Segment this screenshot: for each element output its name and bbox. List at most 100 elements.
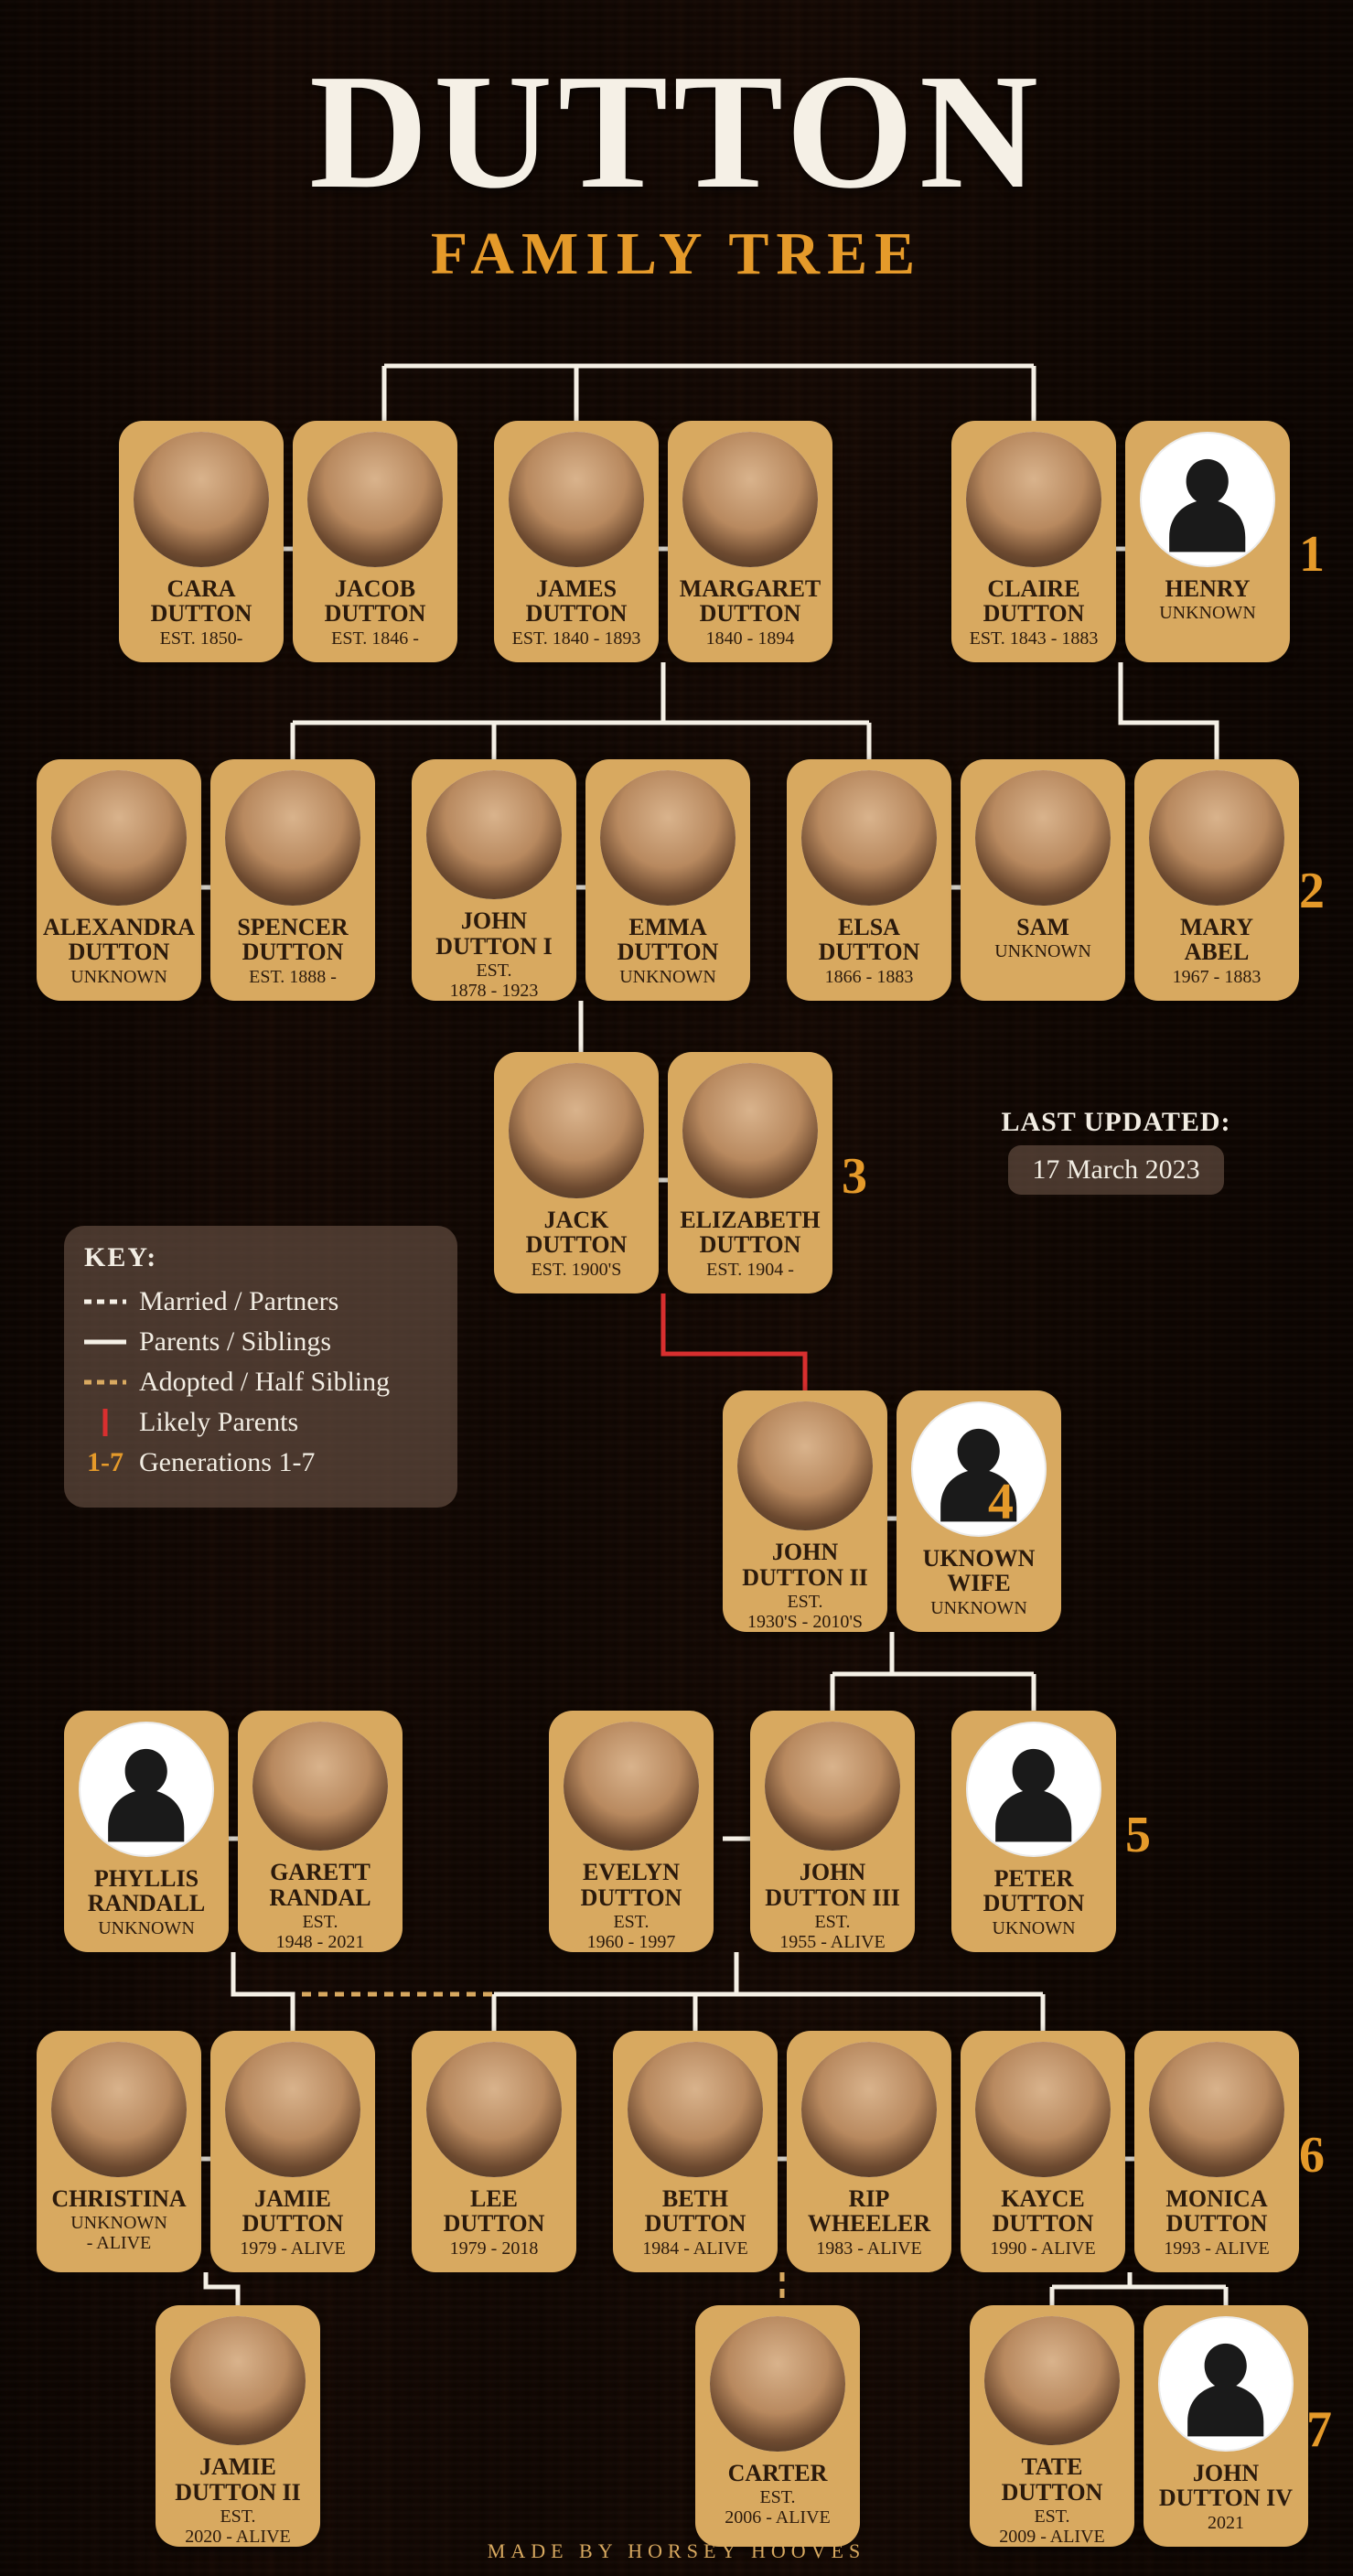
person-name: ELIZABETHDUTTON <box>674 1208 825 1258</box>
legend-swatch: 1-7 <box>84 1447 126 1478</box>
person-name: SPENCERDUTTON <box>231 915 353 965</box>
person-name: JOHNDUTTON II <box>736 1540 874 1590</box>
portrait <box>564 1722 699 1851</box>
person-card-carter: CARTEREST.2006 - ALIVE <box>695 2305 860 2547</box>
person-name: EVELYNDUTTON <box>575 1860 688 1910</box>
person-card-john4: JOHNDUTTON IV2021 <box>1144 2305 1308 2547</box>
portrait <box>975 2042 1111 2177</box>
person-dates: EST. 1843 - 1883 <box>964 627 1104 649</box>
person-name: UKNOWNWIFE <box>918 1546 1041 1596</box>
portrait <box>710 2316 845 2452</box>
person-name: CARTER <box>723 2461 833 2485</box>
generation-label-5: 5 <box>1125 1806 1151 1864</box>
portrait <box>170 2316 306 2445</box>
legend-swatch <box>84 1409 126 1436</box>
person-dates: 1979 - 2018 <box>445 2237 544 2259</box>
person-card-beth: BETHDUTTON1984 - ALIVE <box>613 2031 778 2272</box>
person-card-rip: RIPWHEELER1983 - ALIVE <box>787 2031 951 2272</box>
person-name: PHYLLISRANDALL <box>82 1866 211 1916</box>
person-name: HENRY <box>1160 576 1256 601</box>
person-name: TATEDUTTON <box>996 2454 1109 2505</box>
portrait <box>1158 2316 1294 2452</box>
portrait <box>79 1722 214 1857</box>
portrait <box>966 432 1101 567</box>
person-card-emma: EMMADUTTONUNKNOWN <box>585 759 750 1001</box>
generation-label-4: 4 <box>988 1473 1014 1531</box>
portrait <box>225 770 360 906</box>
legend-swatch <box>84 1299 126 1304</box>
portrait <box>737 1401 873 1530</box>
person-dates: EST.1878 - 1923 <box>445 959 544 1001</box>
person-dates: EST. 1846 - <box>326 627 424 649</box>
portrait <box>975 770 1111 906</box>
person-dates: 1990 - ALIVE <box>984 2237 1101 2259</box>
portrait <box>1149 770 1284 906</box>
portrait <box>134 432 269 567</box>
person-name: CLAIREDUTTON <box>978 576 1090 627</box>
person-card-cara: CARADUTTONEST. 1850- <box>119 421 284 662</box>
legend-swatch <box>84 1339 126 1345</box>
portrait <box>509 432 644 567</box>
person-dates: UKNOWN <box>986 1916 1080 1938</box>
legend-row: 1-7Generations 1-7 <box>84 1447 437 1478</box>
person-card-john2: JOHNDUTTON IIEST.1930'S - 2010'S <box>723 1390 887 1632</box>
person-dates: EST.2006 - ALIVE <box>719 2485 836 2528</box>
person-card-phyllis: PHYLLISRANDALLUNKNOWN <box>64 1711 229 1952</box>
stage: DUTTON FAMILY TREE CARADUTTONEST. 1850-J… <box>0 0 1353 2576</box>
person-card-jack: JACKDUTTONEST. 1900'S <box>494 1052 659 1293</box>
portrait <box>1140 432 1275 567</box>
person-dates: 1979 - ALIVE <box>234 2237 351 2259</box>
person-name: CHRISTINA <box>46 2186 191 2211</box>
person-card-mary: MARYABEL1967 - 1883 <box>1134 759 1299 1001</box>
person-card-uwife: UKNOWNWIFEUNKNOWN <box>897 1390 1061 1632</box>
person-dates: UNKNOWN <box>92 1916 200 1938</box>
generation-label-1: 1 <box>1299 525 1325 584</box>
generation-label-7: 7 <box>1306 2400 1332 2459</box>
legend-label: Married / Partners <box>139 1286 338 1317</box>
person-name: MONICADUTTON <box>1160 2186 1272 2237</box>
person-name: BETHDUTTON <box>639 2186 752 2237</box>
person-dates: UNKNOWN <box>614 965 722 987</box>
person-name: LEEDUTTON <box>438 2186 551 2237</box>
person-dates: 1840 - 1894 <box>701 627 800 649</box>
title-sub: FAMILY TREE <box>0 220 1353 289</box>
person-dates: UNKNOWN- ALIVE <box>65 2211 173 2253</box>
portrait <box>509 1063 644 1198</box>
portrait <box>984 2316 1120 2445</box>
legend-row: Likely Parents <box>84 1407 437 1438</box>
updated-label: LAST UPDATED: <box>961 1107 1272 1138</box>
person-dates: EST.1960 - 1997 <box>582 1910 682 1952</box>
person-card-peter: PETERDUTTONUKNOWN <box>951 1711 1116 1952</box>
person-dates: EST. 1840 - 1893 <box>507 627 647 649</box>
portrait <box>911 1401 1047 1537</box>
legend-label: Parents / Siblings <box>139 1326 331 1358</box>
person-card-jacob: JACOBDUTTONEST. 1846 - <box>293 421 457 662</box>
portrait <box>252 1722 388 1851</box>
portrait <box>51 770 187 906</box>
person-card-james: JAMESDUTTONEST. 1840 - 1893 <box>494 421 659 662</box>
person-card-alexandra: ALEXANDRADUTTONUNKNOWN <box>37 759 201 1001</box>
generation-label-6: 6 <box>1299 2126 1325 2184</box>
person-name: JOHNDUTTON IV <box>1154 2461 1298 2511</box>
person-dates: 2021 <box>1202 2511 1250 2533</box>
portrait <box>51 2042 187 2177</box>
person-name: MARGARETDUTTON <box>674 576 827 627</box>
footer-credit: MADE BY HORSEY HOOVES <box>0 2539 1353 2563</box>
person-dates: UNKNOWN <box>1154 601 1262 623</box>
person-card-elsa: ELSADUTTON1866 - 1883 <box>787 759 951 1001</box>
portrait <box>426 2042 562 2177</box>
person-dates: UNKNOWN <box>989 939 1097 961</box>
generation-label-2: 2 <box>1299 862 1325 920</box>
legend-swatch <box>84 1379 126 1385</box>
person-dates: EST.1955 - ALIVE <box>774 1910 891 1952</box>
legend-row: Adopted / Half Sibling <box>84 1367 437 1398</box>
portrait <box>426 770 562 899</box>
person-card-jamie: JAMIEDUTTON1979 - ALIVE <box>210 2031 375 2272</box>
updated-date: 17 March 2023 <box>1008 1145 1223 1195</box>
legend-row: Parents / Siblings <box>84 1326 437 1358</box>
legend-key: KEY: Married / PartnersParents / Sibling… <box>64 1226 457 1508</box>
person-name: SAM <box>1011 915 1075 939</box>
person-card-john3: JOHNDUTTON IIIEST.1955 - ALIVE <box>750 1711 915 1952</box>
portrait <box>682 1063 818 1198</box>
person-name: JOHNDUTTON I <box>430 908 557 959</box>
